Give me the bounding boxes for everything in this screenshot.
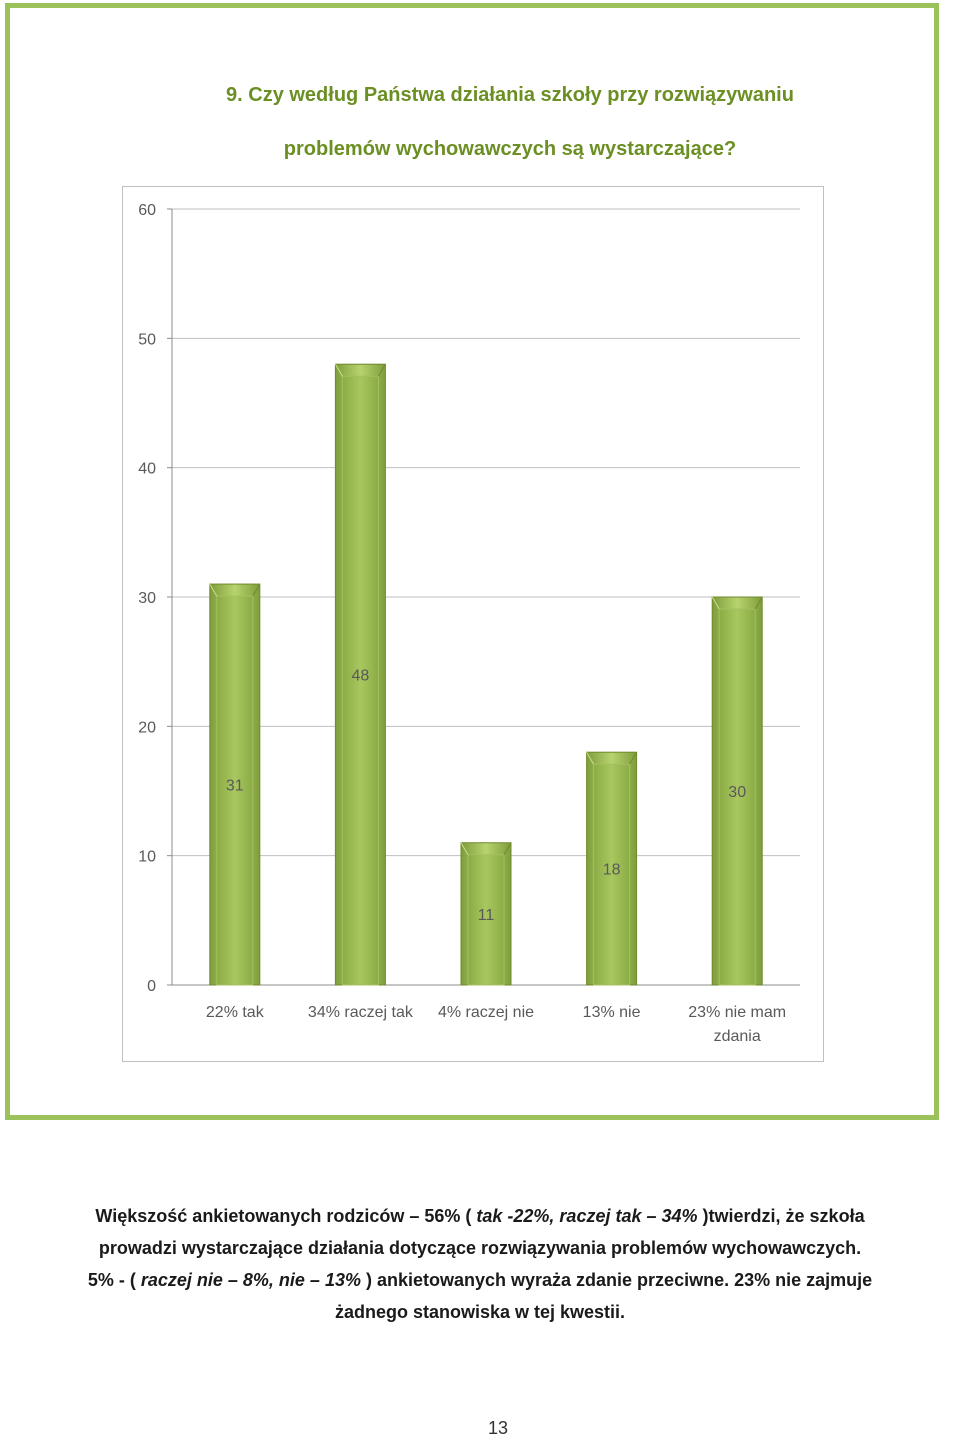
bar-bevel-edge xyxy=(711,596,720,610)
data-label: 31 xyxy=(226,778,244,795)
summary-line-1a: Większość ankietowanych rodziców – 56% ( xyxy=(95,1206,477,1226)
bar-4 xyxy=(586,751,638,986)
category-label: 4% raczej nie xyxy=(438,1004,534,1021)
data-label: 48 xyxy=(352,668,370,685)
category-label: 22% tak xyxy=(206,1004,265,1021)
chart-frame xyxy=(5,3,939,1120)
y-tick-label: 20 xyxy=(138,719,156,736)
data-label: 18 xyxy=(603,862,621,879)
summary-line-1b: tak -22%, raczej tak – 34% xyxy=(476,1206,698,1226)
summary-line-4: żadnego stanowiska w tej kwestii. xyxy=(334,1302,626,1322)
bar-1 xyxy=(209,583,261,986)
y-tick-label: 30 xyxy=(138,590,156,607)
y-tick-label: 50 xyxy=(138,331,156,348)
bar-bevel-edge xyxy=(754,596,763,610)
bar-bevel xyxy=(718,608,756,986)
summary-line-1c: )twierdzi, że szkoła xyxy=(697,1206,865,1226)
summary-line-3: 5% - ( raczej nie – 8%, nie – 13% ) anki… xyxy=(0,1264,960,1296)
summary-line-2: prowadzi wystarczające działania dotyczą… xyxy=(98,1238,862,1258)
bar-bevel-edge xyxy=(209,583,218,597)
summary-line-3b: raczej nie – 8%, nie – 13% xyxy=(140,1270,361,1290)
y-tick-label: 60 xyxy=(138,202,156,219)
page-number: 13 xyxy=(487,1418,509,1438)
y-tick-label: 10 xyxy=(138,849,156,866)
bar-bevel xyxy=(216,595,254,986)
category-label: 13% nie xyxy=(583,1004,641,1021)
bar-5 xyxy=(711,596,763,986)
summary-line-1: Większość ankietowanych rodziców – 56% (… xyxy=(0,1200,960,1232)
bar-bevel-edge xyxy=(377,363,386,377)
category-label: 34% raczej tak xyxy=(308,1004,414,1021)
chart-title-line-1: 9. Czy według Państwa działania szkoły p… xyxy=(226,84,794,106)
category-label: zdania xyxy=(714,1028,761,1045)
bar-bevel-edge xyxy=(252,583,261,597)
data-label: 30 xyxy=(728,784,746,801)
bar-bevel xyxy=(593,763,631,986)
bar-bevel-edge xyxy=(460,842,469,855)
summary-line-3c: ) ankietowanych wyraża zdanie przeciwne.… xyxy=(360,1270,873,1290)
category-label: 23% nie mam xyxy=(688,1004,786,1021)
bar-bevel-edge xyxy=(629,751,638,765)
data-label: 11 xyxy=(478,907,495,924)
bar-bevel-edge xyxy=(503,842,512,855)
summary-line-3a: 5% - ( xyxy=(87,1270,141,1290)
y-tick-label: 40 xyxy=(138,461,156,478)
bar-3 xyxy=(460,842,512,986)
chart-title-line-2: problemów wychowawczych są wystarczające… xyxy=(283,138,737,160)
bar-bevel xyxy=(467,854,505,986)
y-tick-label: 0 xyxy=(147,978,156,995)
bar-bevel-edge xyxy=(586,751,595,765)
bar-bevel-edge xyxy=(334,363,343,377)
bar-2 xyxy=(334,363,386,986)
bar-chart: 0 10 20 30 40 50 60 31 22% tak 48 34% raczej tak 11… xyxy=(138,202,800,1045)
bar-bevel xyxy=(341,375,379,986)
